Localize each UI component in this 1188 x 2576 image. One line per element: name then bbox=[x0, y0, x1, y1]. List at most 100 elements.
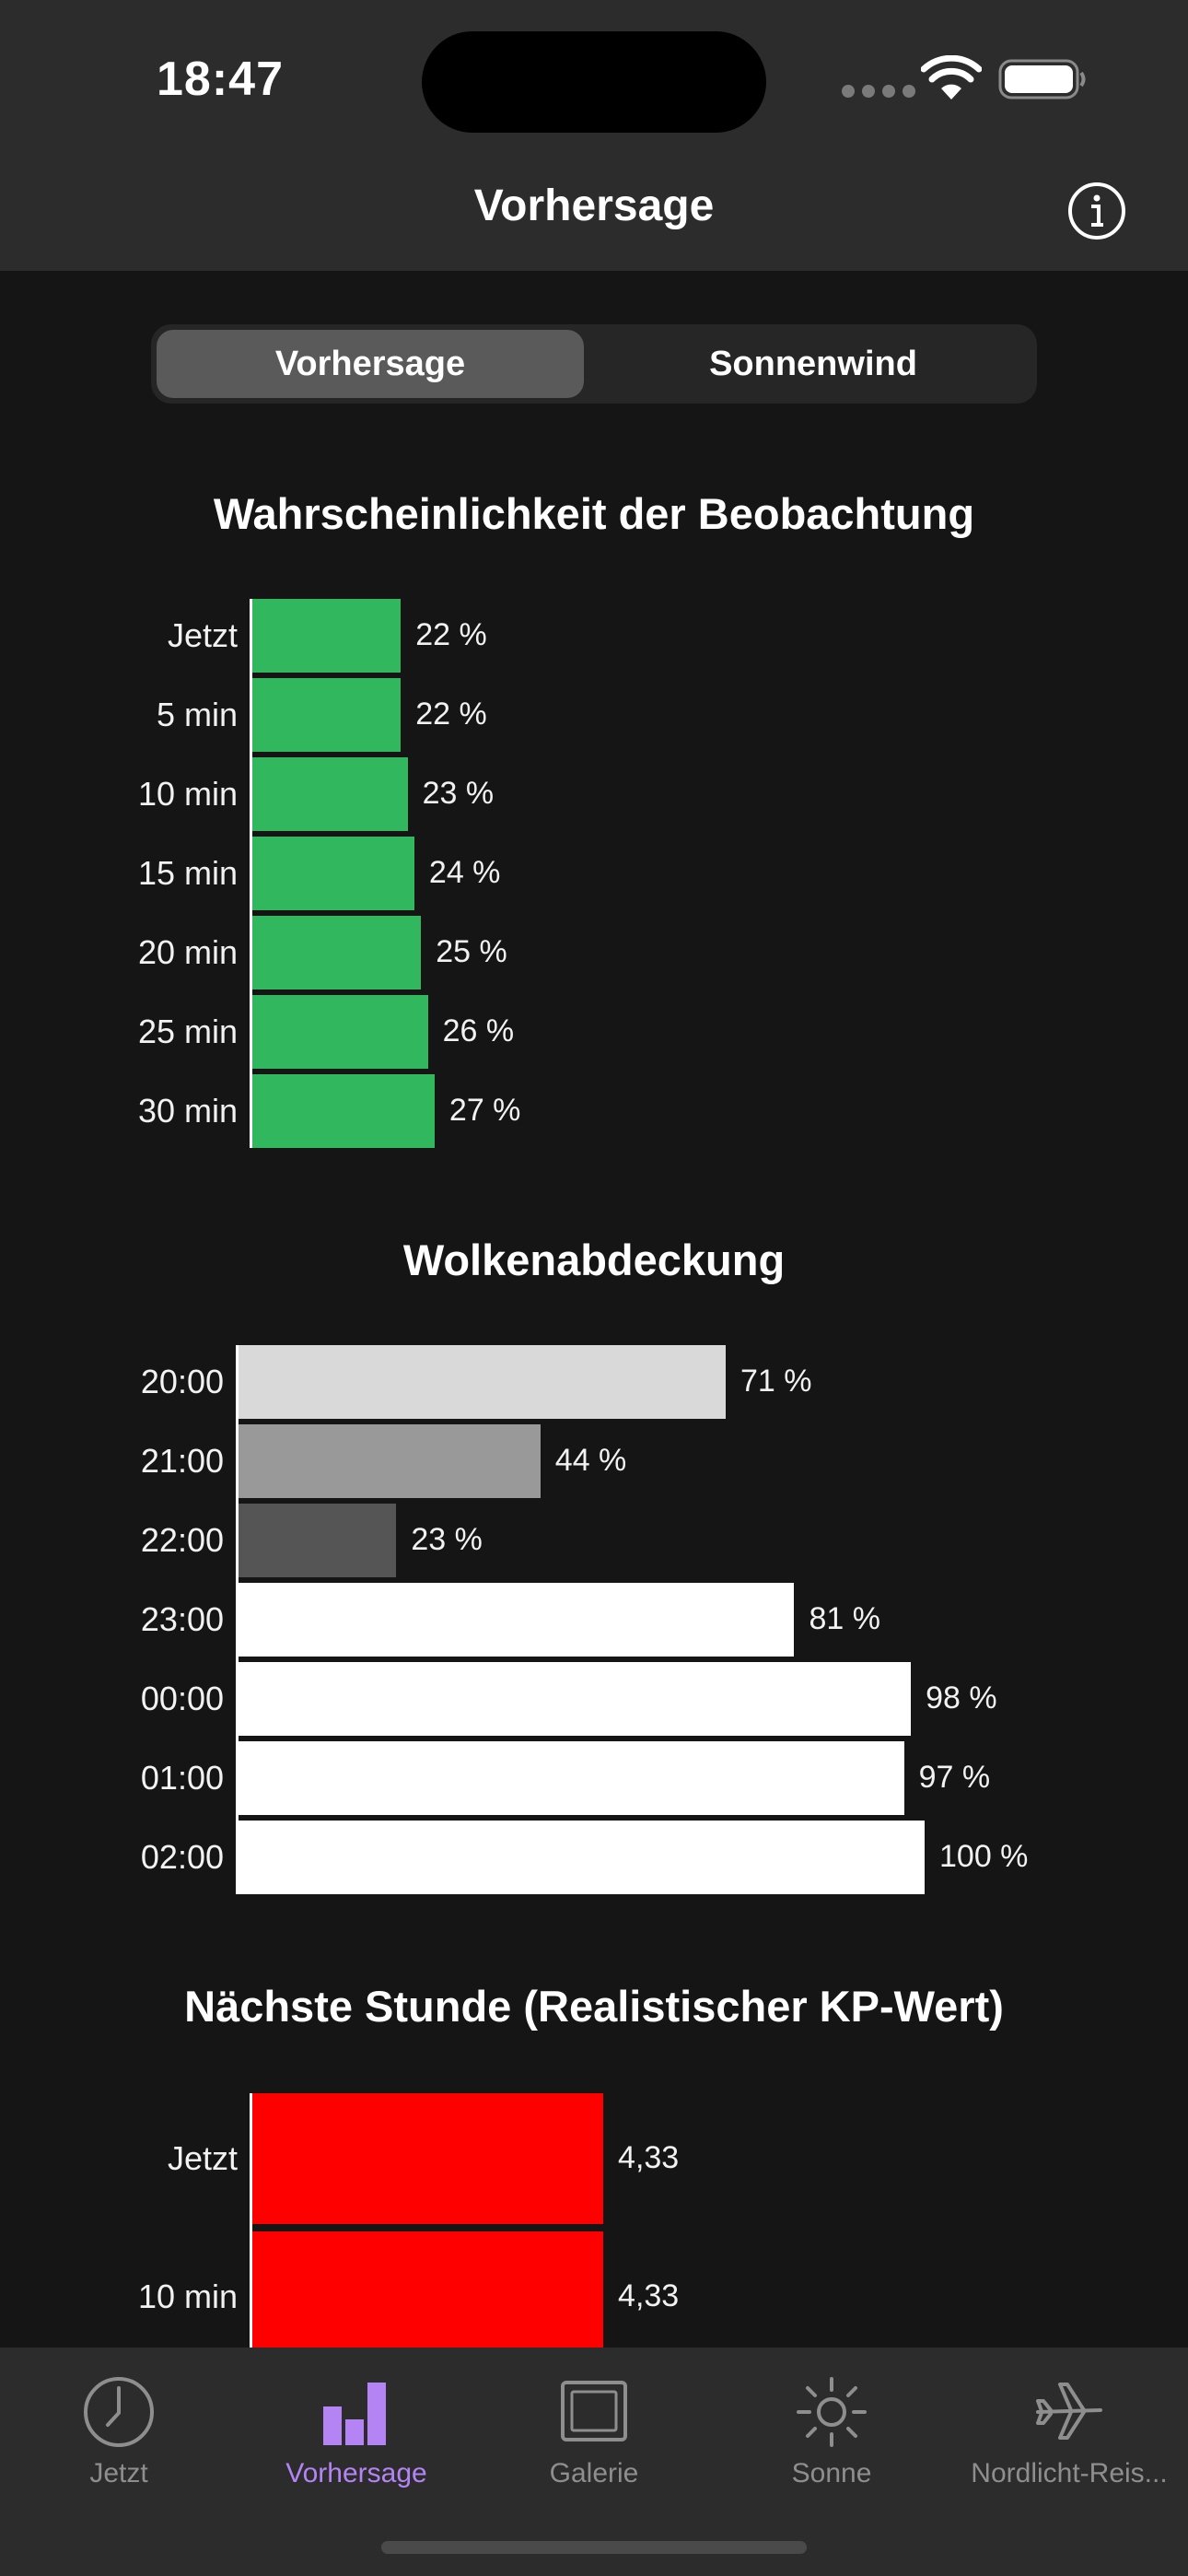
home-indicator bbox=[381, 2541, 807, 2554]
bar-label: 22:00 bbox=[140, 1521, 224, 1559]
chart-row: 20 min 25 % bbox=[0, 916, 1188, 989]
chart-row: 21:00 44 % bbox=[0, 1424, 1188, 1498]
cloud-chart-title: Wolkenabdeckung bbox=[402, 1235, 786, 1284]
bar-label: Jetzt bbox=[167, 2139, 238, 2177]
tab-vorhersage[interactable]: Vorhersage bbox=[238, 2364, 475, 2512]
bar bbox=[239, 1662, 912, 1736]
bar bbox=[252, 2231, 604, 2362]
chart-row: 15 min 24 % bbox=[0, 837, 1188, 910]
probability-chart-title: Wahrscheinlichkeit der Beobachtung bbox=[213, 489, 975, 538]
battery-icon bbox=[998, 59, 1086, 100]
top-bar: 18:47 Vorhersage bbox=[0, 0, 1188, 271]
bar bbox=[239, 1345, 726, 1419]
chart-axis bbox=[250, 599, 252, 1148]
bar bbox=[239, 1504, 397, 1577]
tab-label-vorhersage: Vorhersage bbox=[285, 2458, 427, 2488]
info-icon[interactable] bbox=[1066, 181, 1127, 241]
status-time: 18:47 bbox=[157, 53, 284, 106]
bar-label: 15 min bbox=[137, 854, 238, 892]
airplane-icon bbox=[1036, 2383, 1102, 2440]
bar-value: 27 % bbox=[448, 1093, 521, 1128]
cloud-coverage-chart: 20:00 71 % 21:00 44 % 22:00 23 % 23:00 81 % 00:0… bbox=[0, 1345, 1188, 1900]
bar-label: Jetzt bbox=[167, 616, 238, 654]
bar-label: 30 min bbox=[137, 1092, 238, 1130]
sun-icon bbox=[797, 2377, 867, 2447]
chart-row: 00:00 98 % bbox=[0, 1662, 1188, 1736]
bar-value: 24 % bbox=[428, 855, 501, 890]
chart-row: 23:00 81 % bbox=[0, 1583, 1188, 1657]
tab-label-jetzt: Jetzt bbox=[89, 2458, 148, 2488]
bar-value: 71 % bbox=[740, 1364, 812, 1399]
chart-row: 20:00 71 % bbox=[0, 1345, 1188, 1419]
tab-bar: Jetzt Vorhersage Galerie Sonne Nordlich bbox=[0, 2348, 1188, 2576]
chart-row: Jetzt 4,33 bbox=[0, 2093, 1188, 2224]
tab-sonne[interactable]: Sonne bbox=[713, 2364, 950, 2512]
bar bbox=[239, 1741, 904, 1815]
bar-label: 02:00 bbox=[140, 1838, 224, 1876]
wifi-icon bbox=[921, 55, 982, 100]
bar-value: 100 % bbox=[939, 1839, 1029, 1874]
bar bbox=[252, 599, 402, 673]
bar bbox=[239, 1821, 925, 1894]
picture-frame-icon bbox=[561, 2381, 627, 2441]
tab-label-sonne: Sonne bbox=[791, 2458, 872, 2488]
bar-value: 97 % bbox=[918, 1760, 991, 1795]
chart-row: 02:00 100 % bbox=[0, 1821, 1188, 1894]
chart-row: 10 min 4,33 bbox=[0, 2231, 1188, 2362]
bar-value: 98 % bbox=[926, 1680, 997, 1715]
chart-row: 25 min 26 % bbox=[0, 995, 1188, 1069]
bar-value: 4,33 bbox=[618, 2278, 680, 2313]
bar-value: 23 % bbox=[411, 1522, 483, 1557]
bar-label: 20:00 bbox=[140, 1363, 224, 1400]
dynamic-island bbox=[422, 31, 766, 133]
forecast-segmented-control: Vorhersage Sonnenwind bbox=[151, 324, 1037, 404]
chart-row: Jetzt 22 % bbox=[0, 599, 1188, 673]
bar-value: 22 % bbox=[415, 697, 487, 732]
chart-axis bbox=[250, 2093, 252, 2362]
chart-row: 22:00 23 % bbox=[0, 1504, 1188, 1577]
bar-value: 44 % bbox=[554, 1443, 627, 1478]
bar bbox=[252, 757, 408, 831]
segment-sonnenwind[interactable]: Sonnenwind bbox=[709, 344, 917, 383]
bar-value: 22 % bbox=[415, 617, 487, 652]
tab-galerie[interactable]: Galerie bbox=[475, 2364, 713, 2512]
chart-row: 01:00 97 % bbox=[0, 1741, 1188, 1815]
tab-nordlicht-reisen[interactable]: Nordlicht-Reis... bbox=[950, 2364, 1188, 2512]
tab-jetzt[interactable]: Jetzt bbox=[0, 2364, 238, 2512]
chart-axis bbox=[236, 1345, 239, 1894]
chart-row: 10 min 23 % bbox=[0, 757, 1188, 831]
tab-label-nordlicht-reisen: Nordlicht-Reis... bbox=[971, 2458, 1168, 2488]
tab-label-galerie: Galerie bbox=[549, 2458, 639, 2488]
clock-icon bbox=[84, 2377, 154, 2447]
bar bbox=[252, 916, 422, 989]
kp-chart-title: Nächste Stunde (Realistischer KP-Wert) bbox=[184, 1982, 1004, 2031]
bar-label: 23:00 bbox=[140, 1600, 224, 1638]
bar-label: 25 min bbox=[137, 1013, 238, 1050]
chart-row: 5 min 22 % bbox=[0, 678, 1188, 752]
bar bbox=[252, 678, 402, 752]
bar bbox=[252, 837, 414, 910]
bar bbox=[239, 1424, 541, 1498]
bar-value: 23 % bbox=[422, 776, 495, 811]
bar-label: 00:00 bbox=[140, 1680, 224, 1717]
bar-label: 10 min bbox=[137, 775, 238, 813]
kp-chart: Jetzt 4,33 10 min 4,33 bbox=[0, 2093, 1188, 2370]
bar-value: 26 % bbox=[442, 1013, 515, 1048]
bar-label: 01:00 bbox=[140, 1759, 224, 1797]
bar bbox=[252, 995, 428, 1069]
bar-value: 81 % bbox=[809, 1601, 880, 1636]
bar-value: 25 % bbox=[436, 934, 507, 969]
bar-label: 10 min bbox=[137, 2277, 238, 2315]
segment-vorhersage[interactable]: Vorhersage bbox=[157, 330, 584, 398]
bar bbox=[239, 1583, 795, 1657]
bar-value: 4,33 bbox=[618, 2140, 680, 2175]
cellular-signal-icon bbox=[842, 85, 915, 98]
page-title: Vorhersage bbox=[473, 181, 715, 230]
probability-chart: Jetzt 22 % 5 min 22 % 10 min 23 % 15 min 24 % 20… bbox=[0, 599, 1188, 1153]
bar bbox=[252, 1074, 435, 1148]
chart-row: 30 min 27 % bbox=[0, 1074, 1188, 1148]
bar-label: 5 min bbox=[156, 696, 238, 733]
bar-label: 21:00 bbox=[140, 1442, 224, 1480]
bar bbox=[252, 2093, 604, 2224]
bar-label: 20 min bbox=[137, 933, 238, 971]
